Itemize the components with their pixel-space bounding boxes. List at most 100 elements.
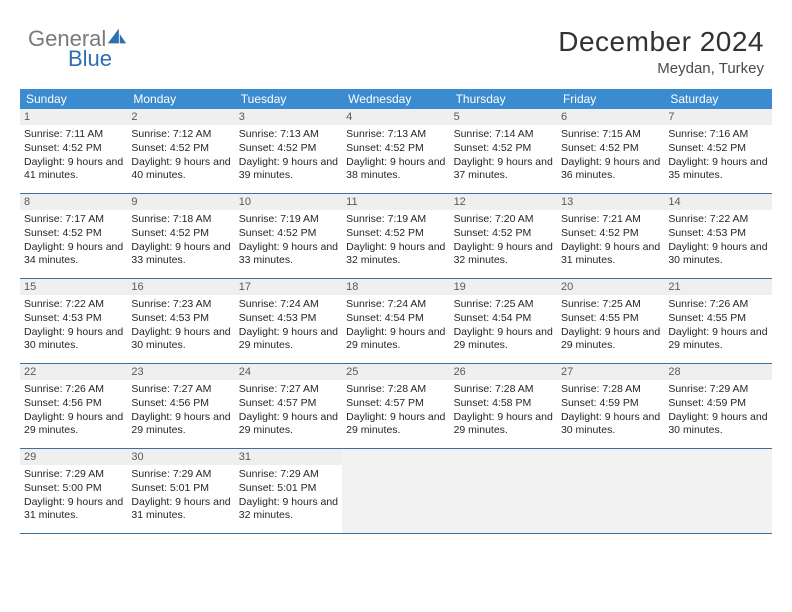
sunrise-line: Sunrise: 7:24 AM	[239, 298, 338, 312]
sunset-line: Sunset: 4:55 PM	[561, 312, 660, 326]
sunset-line: Sunset: 4:56 PM	[131, 397, 230, 411]
dow-header-cell: Monday	[127, 89, 234, 109]
sunrise-line: Sunrise: 7:29 AM	[131, 468, 230, 482]
day-cell: 15Sunrise: 7:22 AMSunset: 4:53 PMDayligh…	[20, 279, 127, 363]
daylight-line: Daylight: 9 hours and 29 minutes.	[24, 411, 123, 438]
day-info: Sunrise: 7:17 AMSunset: 4:52 PMDaylight:…	[24, 213, 123, 268]
daylight-line: Daylight: 9 hours and 39 minutes.	[239, 156, 338, 183]
sunset-line: Sunset: 5:01 PM	[131, 482, 230, 496]
month-title: December 2024	[558, 26, 764, 58]
daylight-line: Daylight: 9 hours and 29 minutes.	[346, 411, 445, 438]
day-cell: 2Sunrise: 7:12 AMSunset: 4:52 PMDaylight…	[127, 109, 234, 193]
sunset-line: Sunset: 4:52 PM	[239, 227, 338, 241]
daylight-line: Daylight: 9 hours and 32 minutes.	[239, 496, 338, 523]
daylight-line: Daylight: 9 hours and 35 minutes.	[668, 156, 767, 183]
location-label: Meydan, Turkey	[558, 60, 764, 77]
day-info: Sunrise: 7:29 AMSunset: 5:01 PMDaylight:…	[131, 468, 230, 523]
sunrise-line: Sunrise: 7:15 AM	[561, 128, 660, 142]
daylight-line: Daylight: 9 hours and 31 minutes.	[24, 496, 123, 523]
sunset-line: Sunset: 4:53 PM	[668, 227, 767, 241]
daylight-line: Daylight: 9 hours and 29 minutes.	[346, 326, 445, 353]
sunset-line: Sunset: 4:52 PM	[346, 227, 445, 241]
day-info: Sunrise: 7:24 AMSunset: 4:54 PMDaylight:…	[346, 298, 445, 353]
sunrise-line: Sunrise: 7:22 AM	[24, 298, 123, 312]
day-number: 15	[20, 279, 127, 295]
day-number: 29	[20, 449, 127, 465]
sunset-line: Sunset: 4:52 PM	[239, 142, 338, 156]
dow-header-cell: Friday	[557, 89, 664, 109]
day-cell: 11Sunrise: 7:19 AMSunset: 4:52 PMDayligh…	[342, 194, 449, 278]
week-row: 15Sunrise: 7:22 AMSunset: 4:53 PMDayligh…	[20, 279, 772, 364]
dow-header-cell: Wednesday	[342, 89, 449, 109]
day-cell: 29Sunrise: 7:29 AMSunset: 5:00 PMDayligh…	[20, 449, 127, 533]
sunset-line: Sunset: 4:54 PM	[346, 312, 445, 326]
day-number: 19	[450, 279, 557, 295]
week-row: 22Sunrise: 7:26 AMSunset: 4:56 PMDayligh…	[20, 364, 772, 449]
sunrise-line: Sunrise: 7:25 AM	[561, 298, 660, 312]
day-info: Sunrise: 7:13 AMSunset: 4:52 PMDaylight:…	[346, 128, 445, 183]
day-number: 18	[342, 279, 449, 295]
day-number: 12	[450, 194, 557, 210]
page-header: General Blue December 2024 Meydan, Turke…	[0, 0, 792, 85]
day-number: 11	[342, 194, 449, 210]
day-info: Sunrise: 7:27 AMSunset: 4:56 PMDaylight:…	[131, 383, 230, 438]
daylight-line: Daylight: 9 hours and 30 minutes.	[668, 411, 767, 438]
sunset-line: Sunset: 4:52 PM	[131, 142, 230, 156]
sunrise-line: Sunrise: 7:23 AM	[131, 298, 230, 312]
day-number: 21	[664, 279, 771, 295]
sunset-line: Sunset: 4:52 PM	[131, 227, 230, 241]
sunset-line: Sunset: 4:52 PM	[346, 142, 445, 156]
day-cell: 27 Sunrise: 7:28 AMSunset: 4:59 PMDayligh…	[557, 364, 664, 448]
day-info: Sunrise: 7:11 AMSunset: 4:52 PMDaylight:…	[24, 128, 123, 183]
day-info: Sunrise: 7:28 AMSunset: 4:59 PMDaylight:…	[561, 383, 660, 438]
daylight-line: Daylight: 9 hours and 40 minutes.	[131, 156, 230, 183]
day-number: 17	[235, 279, 342, 295]
sunset-line: Sunset: 4:52 PM	[668, 142, 767, 156]
logo-sail-icon	[106, 26, 128, 46]
sunset-line: Sunset: 4:52 PM	[454, 142, 553, 156]
sunrise-line: Sunrise: 7:26 AM	[24, 383, 123, 397]
daylight-line: Daylight: 9 hours and 29 minutes.	[131, 411, 230, 438]
daylight-line: Daylight: 9 hours and 36 minutes.	[561, 156, 660, 183]
daylight-line: Daylight: 9 hours and 29 minutes.	[454, 326, 553, 353]
sunrise-line: Sunrise: 7:29 AM	[668, 383, 767, 397]
day-number: 10	[235, 194, 342, 210]
day-cell: 21Sunrise: 7:26 AMSunset: 4:55 PMDayligh…	[664, 279, 771, 363]
day-cell: 23Sunrise: 7:27 AMSunset: 4:56 PMDayligh…	[127, 364, 234, 448]
day-number: 14	[664, 194, 771, 210]
sunrise-line: Sunrise: 7:18 AM	[131, 213, 230, 227]
sunset-line: Sunset: 4:54 PM	[454, 312, 553, 326]
title-block: December 2024 Meydan, Turkey	[558, 26, 764, 77]
day-number: 28	[664, 364, 771, 380]
day-number: 27	[557, 364, 664, 380]
day-number: 6	[557, 109, 664, 125]
daylight-line: Daylight: 9 hours and 41 minutes.	[24, 156, 123, 183]
sunrise-line: Sunrise: 7:19 AM	[346, 213, 445, 227]
dow-header-cell: Thursday	[450, 89, 557, 109]
sunset-line: Sunset: 4:53 PM	[24, 312, 123, 326]
day-number: 3	[235, 109, 342, 125]
day-cell: 16Sunrise: 7:23 AMSunset: 4:53 PMDayligh…	[127, 279, 234, 363]
sunset-line: Sunset: 4:53 PM	[239, 312, 338, 326]
day-cell: 14Sunrise: 7:22 AMSunset: 4:53 PMDayligh…	[664, 194, 771, 278]
sunrise-line: Sunrise: 7:14 AM	[454, 128, 553, 142]
sunset-line: Sunset: 4:52 PM	[561, 142, 660, 156]
daylight-line: Daylight: 9 hours and 30 minutes.	[561, 411, 660, 438]
day-cell: 25Sunrise: 7:28 AMSunset: 4:57 PMDayligh…	[342, 364, 449, 448]
day-cell: 10 Sunrise: 7:19 AMSunset: 4:52 PMDayligh…	[235, 194, 342, 278]
daylight-line: Daylight: 9 hours and 29 minutes.	[561, 326, 660, 353]
sunset-line: Sunset: 4:52 PM	[24, 227, 123, 241]
sunrise-line: Sunrise: 7:19 AM	[239, 213, 338, 227]
sunset-line: Sunset: 4:59 PM	[668, 397, 767, 411]
day-cell: 22Sunrise: 7:26 AMSunset: 4:56 PMDayligh…	[20, 364, 127, 448]
sunset-line: Sunset: 4:56 PM	[24, 397, 123, 411]
brand-logo: General Blue	[28, 26, 128, 72]
day-number: 31	[235, 449, 342, 465]
daylight-line: Daylight: 9 hours and 33 minutes.	[239, 241, 338, 268]
weeks-container: 1Sunrise: 7:11 AMSunset: 4:52 PMDaylight…	[20, 109, 772, 534]
sunset-line: Sunset: 4:58 PM	[454, 397, 553, 411]
day-cell: 4Sunrise: 7:13 AMSunset: 4:52 PMDaylight…	[342, 109, 449, 193]
day-info: Sunrise: 7:24 AMSunset: 4:53 PMDaylight:…	[239, 298, 338, 353]
day-cell: 26Sunrise: 7:28 AMSunset: 4:58 PMDayligh…	[450, 364, 557, 448]
day-cell: 28 Sunrise: 7:29 AMSunset: 4:59 PMDayligh…	[664, 364, 771, 448]
